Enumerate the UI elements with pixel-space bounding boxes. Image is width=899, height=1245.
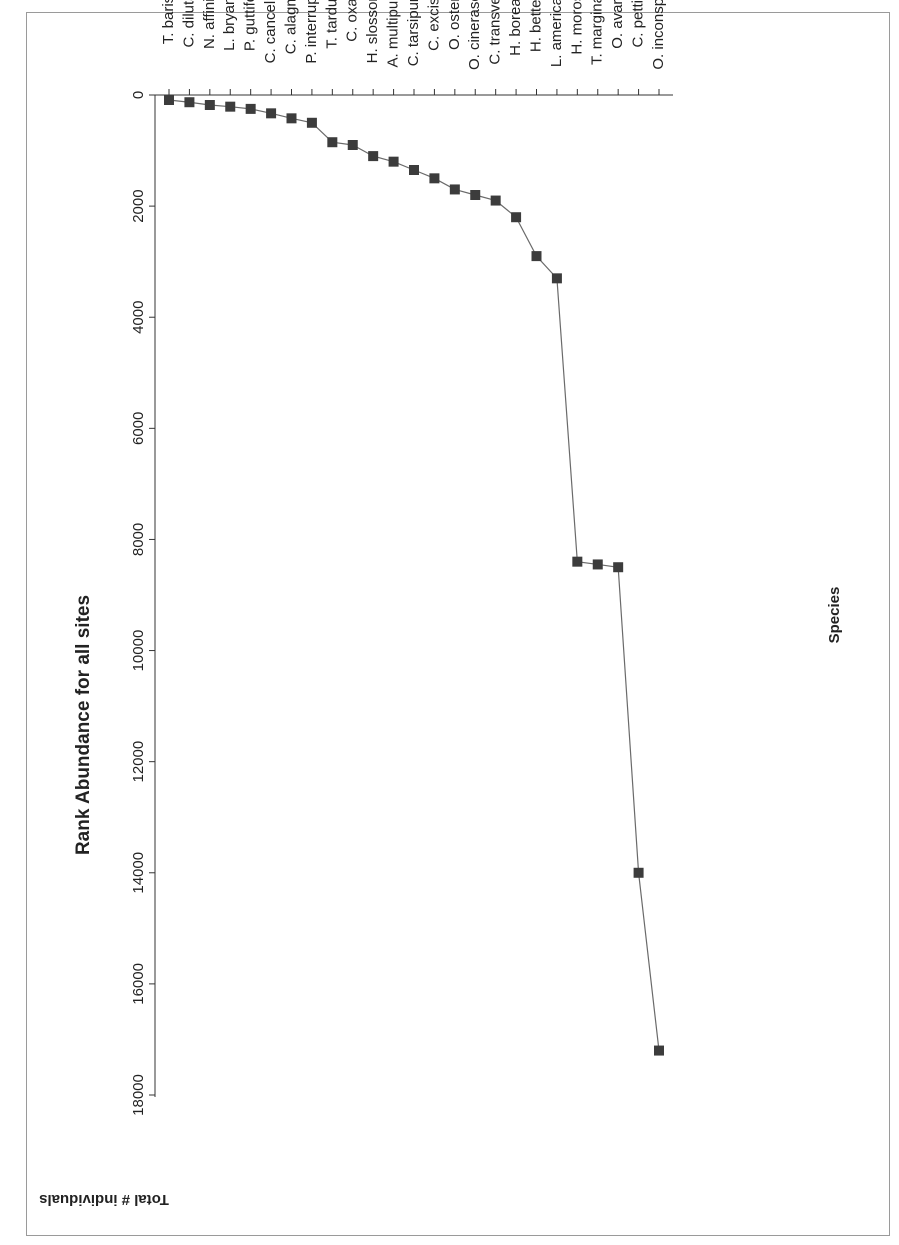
data-point <box>327 137 338 148</box>
x-tick-label: T. baris <box>160 0 177 44</box>
data-point <box>266 108 277 119</box>
y-tick-label: 8000 <box>130 523 147 556</box>
x-tick-label: H. slossonae <box>364 0 381 63</box>
data-point <box>470 190 481 200</box>
x-tick-label: C. alagma <box>282 0 299 54</box>
data-point <box>429 173 440 184</box>
data-point <box>633 867 644 878</box>
data-point <box>164 95 174 105</box>
y-tick-label: 10000 <box>130 630 147 672</box>
x-tick-label: C. diluta <box>180 0 197 48</box>
y-tick-label: 0 <box>130 91 147 99</box>
data-point <box>572 556 583 567</box>
x-tick-label: H. betteni <box>527 0 544 52</box>
x-tick-label: L. bryanti <box>221 0 238 51</box>
x-tick-label: O. osteni <box>446 0 463 50</box>
x-tick-label: T. marginatus <box>589 0 606 65</box>
x-tick-label: O. avara <box>609 0 626 49</box>
x-tick-label: C. cancellata <box>262 0 279 63</box>
y-tick-label: 14000 <box>130 852 147 894</box>
data-point <box>286 113 297 124</box>
y-tick-label: 18000 <box>130 1074 147 1116</box>
data-point <box>368 151 379 162</box>
data-point <box>225 101 236 112</box>
y-axis-ticks: 0 2000 4000 6000 8000 10000 12000 14000 16000 180… <box>130 91 155 1116</box>
x-tick-label: N. affinis <box>201 0 218 49</box>
x-tick-label: O. cinerascens <box>466 0 483 70</box>
y-tick-label: 12000 <box>130 741 147 783</box>
data-point <box>388 156 399 167</box>
x-tick-label: H. morosa <box>568 0 585 55</box>
data-point <box>347 140 358 150</box>
data-point <box>531 251 542 262</box>
x-tick-label: C. excisa <box>425 0 442 51</box>
x-tick-label: L. americanus <box>548 0 565 67</box>
y-tick-label: 2000 <box>130 189 147 222</box>
y-tick-label: 4000 <box>130 301 147 334</box>
y-axis-title: Total # individuals <box>39 1191 169 1208</box>
data-point <box>449 184 460 195</box>
data-point <box>551 273 562 284</box>
data-point <box>592 559 603 570</box>
data-point <box>409 165 419 175</box>
data-point <box>204 100 215 110</box>
data-point <box>511 212 522 223</box>
x-tick-label: T. tardus <box>323 0 340 49</box>
x-tick-label: O. inconspicua <box>650 0 667 70</box>
data-point <box>306 117 317 128</box>
x-tick-label: A. multipuncta <box>385 0 402 68</box>
page-border <box>26 12 890 1236</box>
x-tick-label: P. guttifer <box>242 0 259 51</box>
x-tick-label: H. borealis <box>507 0 524 56</box>
axes <box>154 94 673 1097</box>
x-tick-label: C. oxa <box>344 0 361 42</box>
data-point <box>184 97 195 108</box>
chart-title: Rank Abundance for all sites <box>73 595 94 855</box>
data-point <box>613 562 624 573</box>
data-points <box>164 95 664 1056</box>
series-line <box>168 99 660 1051</box>
y-tick-label: 6000 <box>130 412 147 445</box>
data-point <box>490 195 501 206</box>
y-tick-label: 16000 <box>130 963 147 1005</box>
x-axis-title: Species <box>826 587 843 644</box>
data-point <box>654 1045 664 1056</box>
x-tick-label: P. interruptus <box>303 0 320 64</box>
data-point <box>245 103 256 114</box>
x-tick-label: C. transversa <box>487 0 504 65</box>
x-tick-label: C. tarsipuncta <box>405 0 422 66</box>
x-tick-label: C. pettiti <box>630 0 647 48</box>
